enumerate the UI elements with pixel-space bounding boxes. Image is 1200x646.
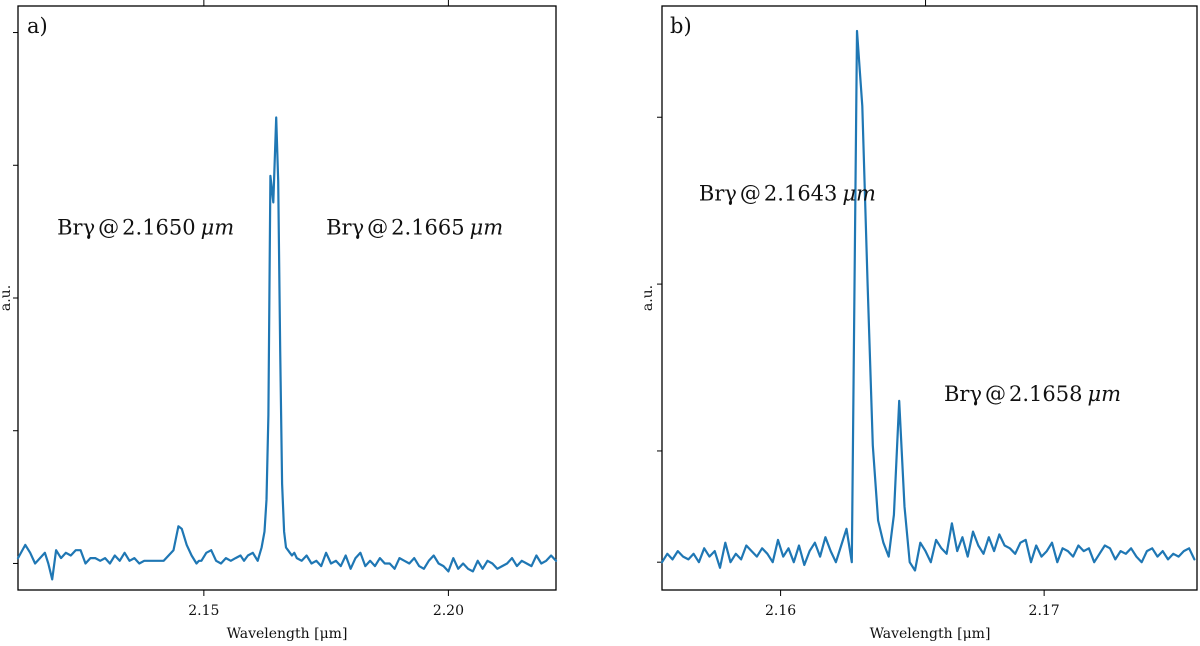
panel-a-ylabel: a.u. xyxy=(0,285,14,311)
panel-b-annotation-2: Brγ @2.1658 μm xyxy=(944,382,1121,406)
panel-a: 2.15 2.20 a) Wavelength [μm] a.u. Brγ @2.1… xyxy=(0,0,558,642)
panel-b-xtick-label: 2.16 xyxy=(765,603,796,619)
panel-a-spectrum-line xyxy=(16,116,558,581)
panel-b-annotation-1-species: Brγ xyxy=(699,182,737,206)
panel-a-annotation-2-unit: μm xyxy=(470,215,504,239)
panel-a-annotation-1-at: @ xyxy=(98,215,119,239)
panel-a-annotation-2-at: @ xyxy=(367,215,388,239)
panel-a-frame xyxy=(17,5,557,591)
panel-a-label: a) xyxy=(27,14,48,38)
panel-b-label: b) xyxy=(670,14,692,38)
panel-a-xtick-label: 2.20 xyxy=(433,603,464,619)
panel-b-frame xyxy=(661,5,1198,591)
panel-a-annotation-1-wavelength: 2.1650 xyxy=(122,215,195,239)
panel-a-annotation-1-species: Brγ xyxy=(57,215,95,239)
panel-b-ylabel: a.u. xyxy=(640,285,656,311)
panel-b-annotation-2-wavelength: 2.1658 xyxy=(1009,382,1082,406)
panel-b-annotation-2-at: @ xyxy=(985,382,1006,406)
panel-a-xtick-label: 2.15 xyxy=(188,603,219,619)
panel-b-annotation-1-at: @ xyxy=(740,182,761,206)
panel-b-annotation-2-species: Brγ xyxy=(944,382,982,406)
panel-b-xtick-label: 2.17 xyxy=(1029,603,1060,619)
panel-b-xlabel: Wavelength [μm] xyxy=(870,626,991,642)
panel-a-annotation-2: Brγ @2.1665 μm xyxy=(326,215,503,239)
panel-b-annotation-1-wavelength: 2.1643 xyxy=(764,182,837,206)
panel-b-spectrum-line xyxy=(660,29,1196,572)
panel-a-annotation-2-species: Brγ xyxy=(326,215,364,239)
panel-a-annotation-2-wavelength: 2.1665 xyxy=(391,215,464,239)
panel-a-ticks: 2.15 2.20 xyxy=(13,0,464,619)
panel-a-annotation-1: Brγ @2.1650 μm xyxy=(57,215,234,239)
panel-a-annotation-1-unit: μm xyxy=(201,215,235,239)
panel-b-ticks: 2.16 2.17 xyxy=(657,0,1060,619)
panel-a-xlabel: Wavelength [μm] xyxy=(227,626,348,642)
panel-b-annotation-1: Brγ @2.1643 μm xyxy=(699,182,876,206)
panel-b-annotation-1-unit: μm xyxy=(842,182,876,206)
panel-b: 2.16 2.17 b) Wavelength [μm] a.u. Brγ @2.1… xyxy=(640,0,1198,642)
panel-b-annotation-2-unit: μm xyxy=(1088,382,1122,406)
